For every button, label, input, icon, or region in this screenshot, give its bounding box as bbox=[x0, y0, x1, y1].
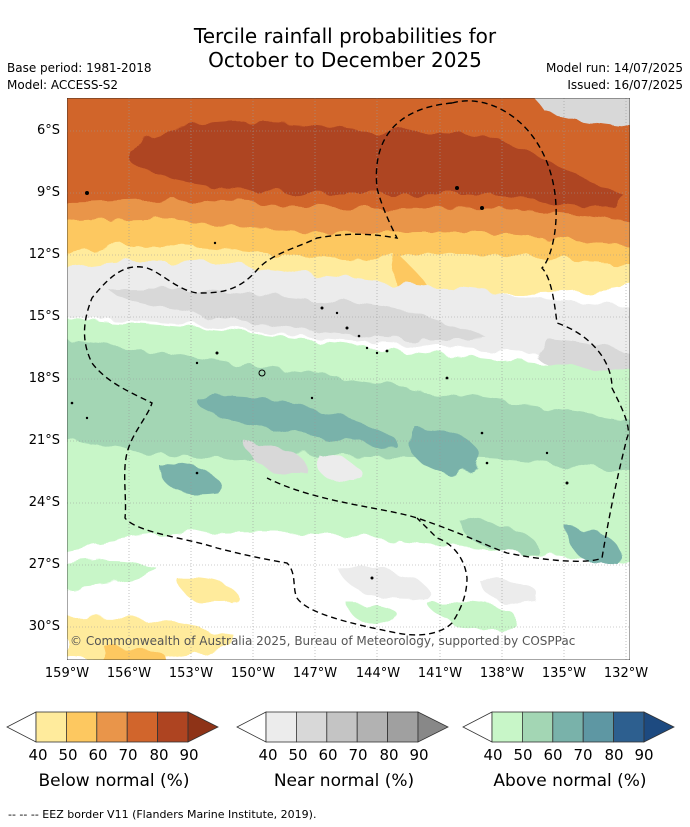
colorbar-tick: 80 bbox=[604, 746, 624, 764]
lat-label: 15°S bbox=[28, 309, 60, 324]
issued-date: Issued: 16/07/2025 bbox=[567, 78, 683, 92]
colorbar-near-normal bbox=[236, 711, 449, 743]
colorbar-extend-high bbox=[643, 711, 675, 743]
colorbar-segment bbox=[552, 711, 584, 743]
eez-legend-note: -- -- -- EEZ border V11 (Flanders Marine… bbox=[8, 808, 317, 821]
islands bbox=[70, 186, 569, 580]
probability-map bbox=[67, 98, 630, 660]
lat-label: 12°S bbox=[28, 247, 60, 262]
colorbar-segment bbox=[66, 711, 98, 743]
colorbar-above-normal bbox=[462, 711, 675, 743]
colorbar-tick: 40 bbox=[483, 746, 503, 764]
colorbar-extend-low bbox=[6, 711, 37, 743]
model-run: Model run: 14/07/2025 bbox=[545, 61, 683, 75]
colorbar-segment bbox=[326, 711, 358, 743]
meta-left: Base period: 1981-2018 Model: ACCESS-S2 bbox=[7, 60, 152, 94]
colorbar-extend-low bbox=[236, 711, 267, 743]
model-name: Model: ACCESS-S2 bbox=[7, 78, 119, 92]
colorbar-segment bbox=[296, 711, 328, 743]
colorbar-tick: 70 bbox=[118, 746, 138, 764]
colorbar-tick: 70 bbox=[348, 746, 368, 764]
colorbar-segment bbox=[522, 711, 554, 743]
lon-label: 153°W bbox=[168, 666, 214, 681]
lon-label: 159°W bbox=[44, 666, 90, 681]
colorbar-extend-high bbox=[187, 711, 219, 743]
map-title: Tercile rainfall probabilities for Octob… bbox=[0, 24, 690, 72]
probability-fields bbox=[67, 98, 630, 660]
colorbar-tick: 80 bbox=[379, 746, 399, 764]
colorbar-title-below: Below normal (%) bbox=[38, 771, 190, 791]
colorbar-tick: 60 bbox=[318, 746, 338, 764]
colorbar-tick: 40 bbox=[28, 746, 48, 764]
lon-label: 147°W bbox=[292, 666, 338, 681]
copyright-notice: © Commonwealth of Australia 2025, Bureau… bbox=[70, 634, 576, 648]
colorbar-title-above: Above normal (%) bbox=[493, 771, 647, 791]
colorbar-segment bbox=[582, 711, 614, 743]
colorbar-tick: 60 bbox=[543, 746, 563, 764]
lon-label: 135°W bbox=[541, 666, 587, 681]
lat-label: 27°S bbox=[28, 557, 60, 572]
colorbar-tick: 50 bbox=[513, 746, 533, 764]
colorbar-tick: 70 bbox=[573, 746, 593, 764]
colorbar-segment bbox=[265, 711, 297, 743]
lon-label: 132°W bbox=[603, 666, 649, 681]
colorbar-extend-high bbox=[417, 711, 449, 743]
lat-label: 30°S bbox=[28, 619, 60, 634]
eez-border bbox=[83, 100, 629, 636]
lat-label: 24°S bbox=[28, 495, 60, 510]
lat-label: 9°S bbox=[36, 185, 60, 200]
colorbar-tick: 90 bbox=[634, 746, 654, 764]
lon-label: 138°W bbox=[479, 666, 525, 681]
colorbar-below-normal bbox=[6, 711, 219, 743]
lon-label: 156°W bbox=[106, 666, 152, 681]
lon-label: 144°W bbox=[355, 666, 401, 681]
colorbar-segment bbox=[613, 711, 645, 743]
colorbar-tick: 90 bbox=[179, 746, 199, 764]
graticule bbox=[67, 98, 630, 660]
colorbar-tick: 50 bbox=[58, 746, 78, 764]
colorbar-segment bbox=[157, 711, 189, 743]
meta-right: Model run: 14/07/2025 Issued: 16/07/2025 bbox=[546, 60, 683, 94]
colorbar-tick: 40 bbox=[258, 746, 278, 764]
lon-label: 150°W bbox=[230, 666, 276, 681]
lon-label: 141°W bbox=[417, 666, 463, 681]
colorbar-tick: 60 bbox=[88, 746, 108, 764]
colorbar-tick: 50 bbox=[288, 746, 308, 764]
colorbar-segment bbox=[491, 711, 523, 743]
base-period: Base period: 1981-2018 bbox=[7, 61, 152, 75]
colorbar-title-near: Near normal (%) bbox=[273, 771, 415, 791]
title-line-2: October to December 2025 bbox=[208, 48, 482, 72]
colorbar-tick: 80 bbox=[149, 746, 169, 764]
colorbar-tick: 90 bbox=[409, 746, 429, 764]
colorbar-extend-low bbox=[462, 711, 493, 743]
colorbar-segment bbox=[387, 711, 419, 743]
colorbar-segment bbox=[126, 711, 158, 743]
lat-label: 18°S bbox=[28, 371, 60, 386]
title-line-1: Tercile rainfall probabilities for bbox=[193, 24, 497, 48]
colorbar-segment bbox=[96, 711, 128, 743]
colorbar-segment bbox=[356, 711, 388, 743]
colorbar-segment bbox=[35, 711, 67, 743]
lat-label: 21°S bbox=[28, 433, 60, 448]
lat-label: 6°S bbox=[36, 123, 60, 138]
